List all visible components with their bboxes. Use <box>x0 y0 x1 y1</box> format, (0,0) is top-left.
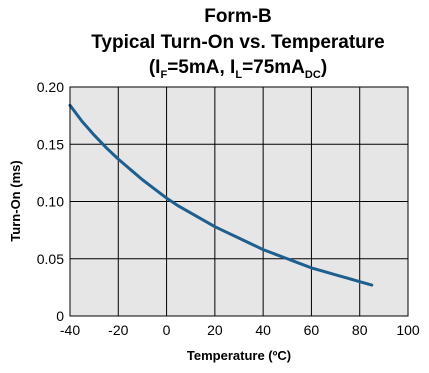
x-tick-labels: -40 -20 0 20 40 60 80 100 <box>60 322 420 338</box>
x-tick-label: 40 <box>255 322 271 338</box>
y-tick-label: 0 <box>56 308 64 324</box>
x-tick-label: 100 <box>396 322 420 338</box>
y-tick-label: 0.20 <box>37 79 64 95</box>
plot-frame <box>69 86 409 317</box>
x-tick-label: -40 <box>60 322 80 338</box>
y-tick-labels: 0 0.05 0.10 0.15 0.20 <box>37 79 64 324</box>
chart-subtitle: Typical Turn-On vs. Temperature <box>91 32 385 53</box>
conditions-close: ) <box>321 57 327 78</box>
conditions-if-value: =5mA, I <box>167 57 235 78</box>
chart-conditions: (IF=5mA, IL=75mADC) <box>149 57 327 81</box>
x-tick-label: 60 <box>304 322 320 338</box>
x-tick-label: 0 <box>163 322 171 338</box>
x-tick-label: 20 <box>207 322 223 338</box>
y-tick-label: 0.15 <box>37 136 64 152</box>
x-tick-label: 80 <box>352 322 368 338</box>
conditions-il-subscript: L <box>235 69 242 81</box>
x-tick-label: -20 <box>108 322 128 338</box>
conditions-open: (I <box>149 57 161 78</box>
x-axis-label: Temperature (ºC) <box>187 348 291 363</box>
y-tick-label: 0.10 <box>37 194 64 210</box>
conditions-if-subscript: F <box>160 69 167 81</box>
y-axis-label: Turn-On (ms) <box>8 160 23 241</box>
y-tick-label: 0.05 <box>37 251 64 267</box>
conditions-il-value: =75mA <box>242 57 305 78</box>
turn-on-curve <box>68 103 374 287</box>
chart-title: Form-B <box>204 6 272 27</box>
conditions-unit-subscript: DC <box>305 69 321 81</box>
series-layer <box>68 103 374 287</box>
